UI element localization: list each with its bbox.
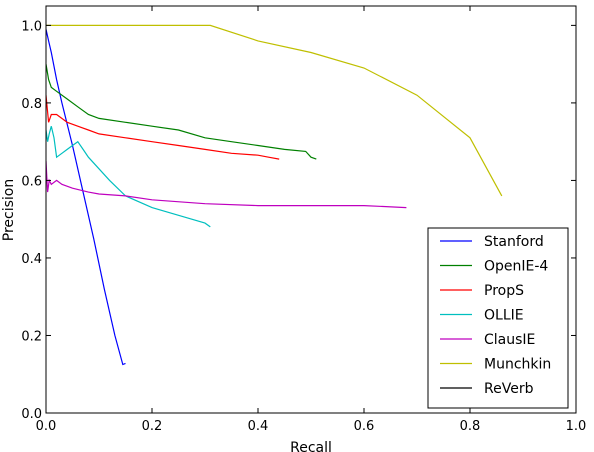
- series-line-openie-4: [46, 64, 317, 160]
- legend-label: Stanford: [484, 234, 544, 250]
- series-line-ollie: [46, 126, 211, 228]
- legend-label: Munchkin: [484, 357, 551, 373]
- y-tick-label: 0.8: [21, 97, 42, 112]
- legend-label: ClausIE: [484, 332, 535, 348]
- ticks-layer: 0.0 0.2 0.4 0.6 0.8 1.0 0.0 0.2 0.4 0.6 0.8 1.0: [21, 6, 586, 434]
- x-tick-label: 0.2: [142, 419, 163, 434]
- plot-area-frame: [45, 5, 577, 414]
- y-tick-label: 0.0: [21, 407, 42, 422]
- legend-label: OpenIE-4: [484, 259, 548, 275]
- x-tick-label: 0.4: [248, 419, 269, 434]
- y-axis-label: Precision: [1, 179, 17, 241]
- legend: Stanford OpenIE-4 PropS OLLIE ClausIE Munchki…: [427, 227, 569, 409]
- x-tick-label: 0.8: [460, 419, 481, 434]
- legend-box: [427, 227, 569, 409]
- legend-label: PropS: [484, 283, 524, 299]
- x-axis-label: Recall: [290, 440, 332, 452]
- y-tick-label: 1.0: [21, 19, 42, 34]
- x-tick-label: 1.0: [566, 419, 587, 434]
- x-tick-label: 0.0: [36, 419, 57, 434]
- legend-label: ReVerb: [484, 381, 534, 397]
- series-line-clausie: [46, 160, 407, 209]
- y-tick-label: 0.6: [21, 174, 42, 189]
- x-tick-label: 0.6: [354, 419, 375, 434]
- series-line-stanford: [46, 29, 126, 366]
- y-tick-label: 0.4: [21, 252, 42, 267]
- legend-label: OLLIE: [484, 308, 524, 324]
- series-line-munchkin: [46, 24, 503, 197]
- y-tick-label: 0.2: [21, 329, 42, 344]
- series-layer: [46, 24, 503, 366]
- series-line-props: [46, 95, 280, 160]
